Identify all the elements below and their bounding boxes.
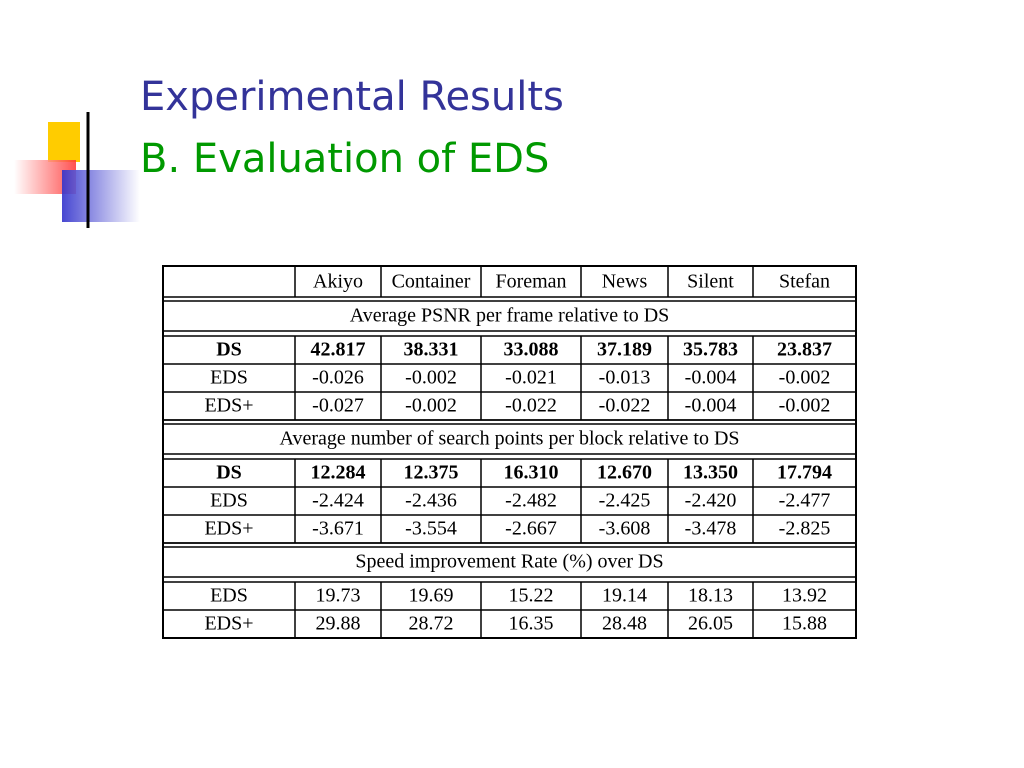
cell-value: 26.05 xyxy=(688,613,733,635)
cell-value: -2.825 xyxy=(779,518,831,540)
table: Akiyo Container Foreman News Silent Stefan Ave… xyxy=(162,265,857,639)
cell-value: 13.92 xyxy=(782,585,827,607)
section-caption: Speed improvement Rate (%) over DS xyxy=(355,551,663,573)
table-border xyxy=(162,265,857,639)
cell-value: -0.002 xyxy=(779,395,831,417)
cell-value: -0.004 xyxy=(685,367,737,389)
cell-value: 37.189 xyxy=(597,339,652,361)
cell-value: 12.375 xyxy=(404,462,459,484)
cell-value: 17.794 xyxy=(777,462,832,484)
cell-value: -0.002 xyxy=(405,367,457,389)
cell-value: -3.554 xyxy=(405,518,457,540)
cell-value: 23.837 xyxy=(777,339,832,361)
cell-value: -0.027 xyxy=(312,395,364,417)
cell-value: -0.026 xyxy=(312,367,364,389)
subtitle: B. Evaluation of EDS xyxy=(140,136,549,182)
column-header: Container xyxy=(392,271,471,293)
cell-value: -2.667 xyxy=(505,518,557,540)
cell-value: -0.002 xyxy=(779,367,831,389)
cell-value: 15.22 xyxy=(509,585,554,607)
cell-value: 12.670 xyxy=(597,462,652,484)
cell-value: -2.477 xyxy=(779,490,831,512)
column-header: Silent xyxy=(687,271,734,293)
cell-value: -0.022 xyxy=(599,395,651,417)
cell-value: 28.72 xyxy=(409,613,454,635)
cell-value: -0.021 xyxy=(505,367,557,389)
cell-value: 38.331 xyxy=(404,339,459,361)
cell-value: 15.88 xyxy=(782,613,827,635)
cell-value: -3.671 xyxy=(312,518,364,540)
cell-value: 18.13 xyxy=(688,585,733,607)
cell-value: -0.013 xyxy=(599,367,651,389)
cell-value: 16.35 xyxy=(509,613,554,635)
title: Experimental Results xyxy=(140,74,564,120)
row-label: EDS+ xyxy=(204,395,253,417)
cell-value: 35.783 xyxy=(683,339,738,361)
column-header: Akiyo xyxy=(313,271,363,293)
row-label: EDS+ xyxy=(204,613,253,635)
section-caption: Average PSNR per frame relative to DS xyxy=(350,305,670,327)
section-caption: Average number of search points per bloc… xyxy=(279,428,739,450)
cell-value: -0.004 xyxy=(685,395,737,417)
cell-value: 13.350 xyxy=(683,462,738,484)
cell-value: -0.002 xyxy=(405,395,457,417)
column-header: Stefan xyxy=(779,271,830,293)
row-label: DS xyxy=(216,339,242,361)
cell-value: 33.088 xyxy=(504,339,559,361)
cell-value: 19.14 xyxy=(602,585,647,607)
cell-value: -2.425 xyxy=(599,490,651,512)
cell-value: 16.310 xyxy=(504,462,559,484)
cell-value: -0.022 xyxy=(505,395,557,417)
cell-value: 19.73 xyxy=(316,585,361,607)
row-label: EDS xyxy=(210,585,248,607)
cell-value: -2.420 xyxy=(685,490,737,512)
cell-value: 28.48 xyxy=(602,613,647,635)
cell-value: 12.284 xyxy=(311,462,366,484)
row-label: EDS+ xyxy=(204,518,253,540)
logo xyxy=(14,112,960,228)
column-header: News xyxy=(602,271,648,293)
row-label: DS xyxy=(216,462,242,484)
cell-value: -2.424 xyxy=(312,490,364,512)
row-label: EDS xyxy=(210,367,248,389)
cell-value: -3.478 xyxy=(685,518,737,540)
cell-value: -2.436 xyxy=(405,490,457,512)
cell-value: -3.608 xyxy=(599,518,651,540)
cell-value: 19.69 xyxy=(409,585,454,607)
column-header: Foreman xyxy=(495,271,566,293)
cell-value: -2.482 xyxy=(505,490,557,512)
cell-value: 42.817 xyxy=(311,339,366,361)
cell-value: 29.88 xyxy=(316,613,361,635)
row-label: EDS xyxy=(210,490,248,512)
